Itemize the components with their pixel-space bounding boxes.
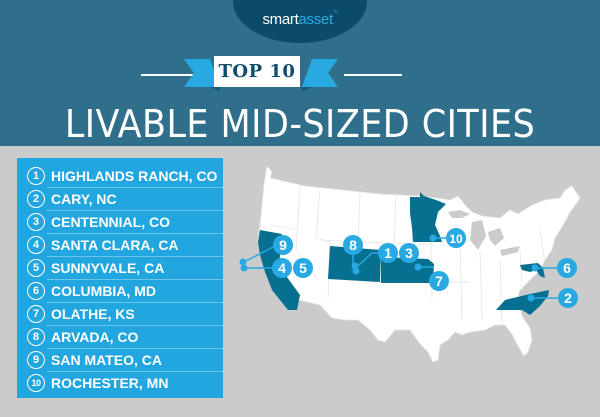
logo: smartasset™	[262, 10, 338, 28]
row-divider	[47, 187, 223, 188]
svg-text:5: 5	[299, 260, 307, 276]
rank-circle: 4	[27, 235, 45, 254]
rank-circle: 1	[27, 166, 45, 185]
marker-10: 10	[446, 228, 466, 248]
rank-circle: 5	[27, 258, 45, 277]
rankings-list: 1 HIGHLANDS RANCH, CO 2 CARY, NC 3 CENTENNI…	[17, 158, 223, 398]
city-name: OLATHE, KS	[51, 305, 135, 322]
list-item: 10 ROCHESTER, MN	[17, 371, 223, 394]
rank-badges: 9 4 5 8 1 3 7 10 6 2	[272, 228, 578, 308]
us-map: 9 4 5 8 1 3 7 10 6 2	[239, 165, 581, 363]
row-divider	[47, 233, 223, 234]
marker-7: 7	[429, 271, 449, 291]
page-title: LIVABLE MID-SIZED CITIES	[64, 102, 536, 146]
marker-1: 1	[378, 243, 398, 263]
svg-text:1: 1	[384, 245, 392, 261]
list-item: 4 SANTA CLARA, CA	[17, 233, 223, 257]
list-item: 5 SUNNYVALE, CA	[17, 256, 223, 280]
row-divider	[47, 279, 223, 280]
marker-6: 6	[557, 258, 577, 278]
state-north-carolina	[496, 290, 549, 315]
top10-badge: TOP 10	[214, 56, 300, 87]
rank-circle: 7	[27, 304, 45, 323]
city-name: ROCHESTER, MN	[51, 374, 169, 391]
svg-text:2: 2	[564, 290, 572, 306]
logo-badge: smartasset™	[233, 0, 367, 43]
svg-text:7: 7	[435, 273, 443, 289]
city-name: SAN MATEO, CA	[51, 351, 162, 368]
rank-circle: 6	[27, 281, 45, 300]
divider-right	[344, 74, 402, 76]
list-item: 1 HIGHLANDS RANCH, CO	[17, 164, 223, 188]
city-name: CENTENNIAL, CO	[51, 213, 170, 230]
rank-circle: 2	[27, 189, 45, 208]
city-name: HIGHLANDS RANCH, CO	[51, 167, 218, 184]
city-name: COLUMBIA, MD	[51, 282, 156, 299]
marker-9: 9	[273, 235, 293, 255]
row-divider	[47, 325, 223, 326]
marker-5: 5	[293, 258, 313, 278]
svg-text:9: 9	[279, 237, 287, 253]
state-minnesota	[410, 192, 446, 242]
svg-text:4: 4	[278, 260, 286, 276]
rank-circle: 9	[27, 350, 45, 369]
list-item: 7 OLATHE, KS	[17, 302, 223, 326]
header: smartasset™ TOP 10 LIVABLE MID-SIZED CIT…	[0, 0, 600, 146]
city-name: SUNNYVALE, CA	[51, 259, 165, 276]
city-name: SANTA CLARA, CA	[51, 236, 179, 253]
list-item: 2 CARY, NC	[17, 187, 223, 211]
svg-text:8: 8	[349, 237, 357, 253]
marker-8: 8	[343, 235, 363, 255]
great-lakes	[448, 210, 520, 256]
state-maryland	[520, 263, 545, 278]
row-divider	[47, 256, 223, 257]
row-divider	[47, 302, 223, 303]
list-item: 3 CENTENNIAL, CO	[17, 210, 223, 234]
rank-circle: 8	[27, 327, 45, 346]
row-divider	[47, 371, 223, 372]
state-kansas	[381, 257, 434, 283]
list-item: 8 ARVADA, CO	[17, 325, 223, 349]
rank-circle: 10	[27, 373, 45, 392]
marker-4: 4	[272, 258, 292, 278]
divider-left	[141, 74, 199, 76]
ribbon-icon	[184, 59, 338, 91]
marker-3: 3	[399, 243, 419, 263]
svg-text:3: 3	[405, 245, 413, 261]
svg-text:10: 10	[449, 232, 463, 246]
marker-2: 2	[558, 288, 578, 308]
rank-circle: 3	[27, 212, 45, 231]
city-name: CARY, NC	[51, 190, 117, 207]
svg-text:6: 6	[563, 260, 571, 276]
city-name: ARVADA, CO	[51, 328, 139, 345]
list-item: 6 COLUMBIA, MD	[17, 279, 223, 303]
row-divider	[47, 210, 223, 211]
row-divider	[47, 348, 223, 349]
list-item: 9 SAN MATEO, CA	[17, 348, 223, 372]
